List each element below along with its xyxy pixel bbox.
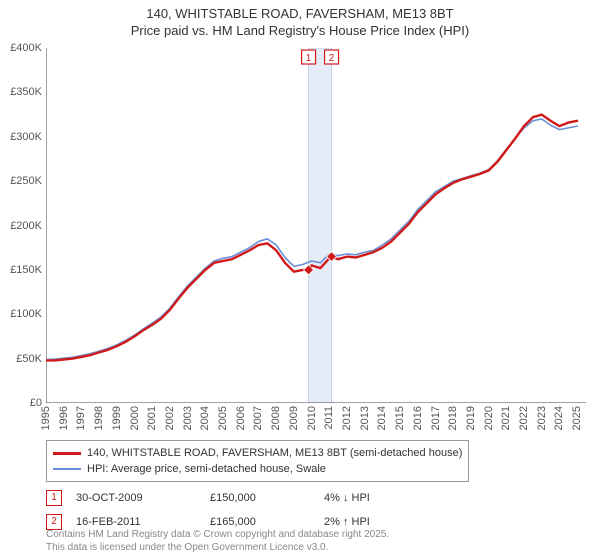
chart-container: 140, WHITSTABLE ROAD, FAVERSHAM, ME13 8B… xyxy=(0,0,600,560)
sale-marker-box: 1 xyxy=(46,490,62,506)
sale-row: 1 30-OCT-2009 £150,000 4% ↓ HPI xyxy=(46,490,586,506)
x-tick-label: 2009 xyxy=(288,406,300,430)
legend-swatch xyxy=(53,452,81,455)
sale-price: £165,000 xyxy=(210,516,310,528)
y-tick-label: £50K xyxy=(16,353,42,365)
x-tick-label: 2017 xyxy=(430,406,442,430)
x-tick-label: 1995 xyxy=(40,406,52,430)
x-tick-label: 2005 xyxy=(217,406,229,430)
svg-text:2: 2 xyxy=(329,53,335,64)
sales-table: 130-OCT-2009£150,0004% ↓ HPI216-FEB-2011… xyxy=(46,490,586,530)
x-tick-label: 1996 xyxy=(58,406,70,430)
sale-price: £150,000 xyxy=(210,492,310,504)
x-tick-label: 2006 xyxy=(235,406,247,430)
x-tick-label: 2019 xyxy=(465,406,477,430)
legend-label: HPI: Average price, semi-detached house,… xyxy=(87,463,326,475)
x-tick-label: 2023 xyxy=(536,406,548,430)
chart-title-line2: Price paid vs. HM Land Registry's House … xyxy=(0,23,600,42)
x-tick-label: 2011 xyxy=(323,406,335,430)
sale-date: 16-FEB-2011 xyxy=(76,516,196,528)
x-tick-label: 2010 xyxy=(306,406,318,430)
x-tick-label: 2022 xyxy=(518,406,530,430)
y-tick-label: £400K xyxy=(10,42,42,54)
sale-delta: 4% ↓ HPI xyxy=(324,492,370,504)
x-tick-label: 1998 xyxy=(93,406,105,430)
y-tick-label: £150K xyxy=(10,264,42,276)
x-tick-label: 2014 xyxy=(376,406,388,430)
x-tick-label: 2004 xyxy=(199,406,211,430)
legend-box: 140, WHITSTABLE ROAD, FAVERSHAM, ME13 8B… xyxy=(46,440,469,482)
x-tick-label: 2021 xyxy=(500,406,512,430)
x-tick-label: 2020 xyxy=(483,406,495,430)
x-tick-label: 2008 xyxy=(270,406,282,430)
attribution-line2: This data is licensed under the Open Gov… xyxy=(46,541,389,554)
sale-date: 30-OCT-2009 xyxy=(76,492,196,504)
svg-text:1: 1 xyxy=(306,53,312,64)
chart-title-line1: 140, WHITSTABLE ROAD, FAVERSHAM, ME13 8B… xyxy=(0,0,600,23)
x-tick-label: 2001 xyxy=(146,406,158,430)
y-tick-label: £250K xyxy=(10,175,42,187)
chart-plot-area: 12 £0£50K£100K£150K£200K£250K£300K£350K£… xyxy=(46,48,586,403)
x-tick-label: 2018 xyxy=(447,406,459,430)
legend-area: 140, WHITSTABLE ROAD, FAVERSHAM, ME13 8B… xyxy=(46,440,586,530)
x-tick-label: 2012 xyxy=(341,406,353,430)
x-tick-label: 2003 xyxy=(182,406,194,430)
x-tick-label: 1997 xyxy=(75,406,87,430)
y-tick-label: £350K xyxy=(10,86,42,98)
attribution-line1: Contains HM Land Registry data © Crown c… xyxy=(46,528,389,541)
y-tick-label: £100K xyxy=(10,308,42,320)
x-tick-label: 1999 xyxy=(111,406,123,430)
legend-row: HPI: Average price, semi-detached house,… xyxy=(53,461,462,477)
legend-label: 140, WHITSTABLE ROAD, FAVERSHAM, ME13 8B… xyxy=(87,447,462,459)
y-axis: £0£50K£100K£150K£200K£250K£300K£350K£400… xyxy=(2,48,44,403)
x-tick-label: 2013 xyxy=(359,406,371,430)
y-tick-label: £200K xyxy=(10,220,42,232)
x-tick-label: 2007 xyxy=(252,406,264,430)
x-tick-label: 2002 xyxy=(164,406,176,430)
x-tick-label: 2024 xyxy=(553,406,565,430)
attribution: Contains HM Land Registry data © Crown c… xyxy=(46,528,389,554)
x-tick-label: 2025 xyxy=(571,406,583,430)
chart-svg: 12 xyxy=(46,48,586,403)
sale-delta: 2% ↑ HPI xyxy=(324,516,370,528)
x-tick-label: 2015 xyxy=(394,406,406,430)
x-tick-label: 2000 xyxy=(129,406,141,430)
legend-row: 140, WHITSTABLE ROAD, FAVERSHAM, ME13 8B… xyxy=(53,445,462,461)
legend-swatch xyxy=(53,468,81,470)
x-tick-label: 2016 xyxy=(412,406,424,430)
y-tick-label: £300K xyxy=(10,131,42,143)
